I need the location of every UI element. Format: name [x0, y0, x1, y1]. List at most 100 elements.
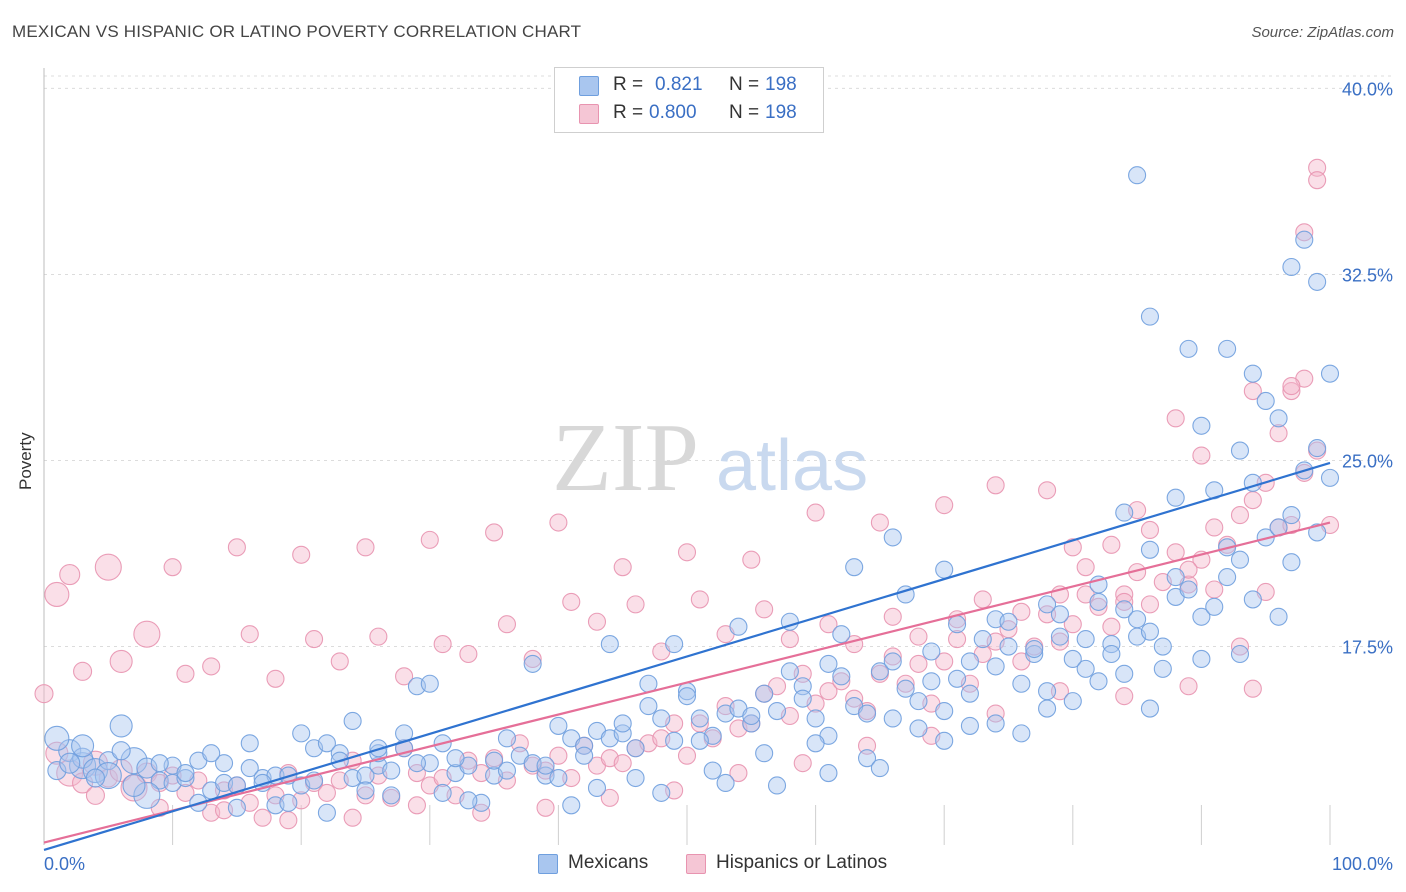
mexican-point: [1076, 630, 1095, 649]
hispanic-point: [1166, 543, 1185, 562]
hispanic-point: [459, 644, 478, 664]
legend-r-label: R =: [613, 102, 644, 123]
mexican-point: [883, 709, 902, 728]
hispanic-point: [806, 503, 825, 522]
mexican-point: [652, 783, 671, 802]
mexican-point: [883, 652, 902, 671]
hispanic-point: [1050, 632, 1069, 651]
hispanic-point: [536, 798, 555, 817]
mexican-point: [909, 692, 928, 711]
hispanic-point: [1205, 518, 1224, 537]
mexican-point: [999, 637, 1018, 656]
mexican-point: [407, 754, 426, 773]
mexican-point: [1115, 503, 1134, 522]
mexican-point: [1038, 699, 1057, 718]
hispanic-point: [677, 543, 697, 562]
mexican-point: [960, 716, 979, 735]
hispanic-point: [109, 649, 133, 673]
hispanic-point: [1076, 558, 1095, 577]
mexican-point: [806, 709, 825, 728]
mexican-point: [935, 560, 954, 579]
mexican-point: [652, 709, 671, 728]
y-tick-label: 25.0%: [1342, 452, 1393, 472]
tick-labels: 17.5% 25.0% 32.5% 40.0% 0.0% 100.0%: [44, 79, 1393, 874]
hispanic-point: [1102, 535, 1121, 554]
hispanic-point: [163, 558, 182, 577]
hispanic-point: [948, 630, 967, 649]
mexican-point: [1140, 540, 1160, 559]
mexican-point: [1128, 610, 1147, 629]
hispanic-point: [819, 682, 838, 701]
hispanic-point: [227, 538, 246, 557]
hispanic-point: [780, 630, 799, 649]
mexican-point: [703, 761, 722, 780]
mexican-point: [665, 635, 684, 654]
mexican-point: [356, 781, 375, 800]
mexican-point: [729, 617, 748, 636]
hispanic-point: [883, 647, 902, 666]
hispanic-point: [1192, 446, 1211, 465]
mexican-point: [677, 687, 697, 706]
mexican-point: [382, 786, 401, 805]
mexican-point: [690, 731, 709, 750]
legend-swatch-blue: [579, 76, 599, 96]
mexican-point: [986, 714, 1005, 733]
mexican-point: [497, 729, 517, 748]
mexican-point: [562, 796, 581, 815]
y-axis-label: Poverty: [16, 432, 35, 490]
bottom-legend-label: Hispanics or Latinos: [716, 852, 888, 873]
hispanic-point: [369, 627, 388, 646]
hispanic-point: [1063, 538, 1082, 557]
mexican-point: [1128, 166, 1147, 185]
hispanic-point: [85, 785, 105, 805]
mexican-point: [793, 677, 812, 696]
hispanic-point: [1243, 679, 1262, 698]
mexican-point: [1166, 568, 1185, 587]
bottom-legend-label: Mexicans: [568, 852, 649, 873]
mexican-point: [72, 747, 94, 769]
hispanic-point: [330, 652, 349, 671]
y-tick-label: 32.5%: [1342, 265, 1393, 285]
mexican-point: [202, 744, 221, 763]
hispanic-point: [1308, 171, 1327, 190]
mexican-point: [639, 697, 658, 716]
mexican-point: [960, 684, 979, 703]
mexican-point: [292, 724, 311, 743]
mexican-point: [111, 741, 131, 761]
legend-r-value: 0.821: [655, 74, 703, 95]
legend-r-value: 0.800: [649, 102, 697, 123]
mexican-point: [549, 716, 568, 735]
mexican-point: [1140, 699, 1160, 718]
mexican-point: [1038, 682, 1057, 701]
mexican-point: [845, 558, 864, 577]
mexican-point: [176, 764, 195, 783]
chart-title: MEXICAN VS HISPANIC OR LATINO POVERTY CO…: [12, 22, 582, 41]
hispanic-point: [935, 652, 954, 671]
hispanic-point: [857, 736, 877, 755]
mexican-point: [420, 754, 439, 773]
hispanic-point: [587, 612, 607, 631]
mexican-point: [1115, 600, 1134, 619]
hispanic-point: [1050, 682, 1069, 701]
mexican-point: [136, 757, 158, 779]
hispanic-point: [729, 764, 748, 783]
hispanic-point: [909, 627, 928, 646]
mexican-point: [767, 701, 787, 721]
mexican-point: [922, 642, 941, 661]
mexican-point: [71, 734, 95, 758]
mexican-point: [1230, 550, 1250, 569]
mexican-point: [1192, 416, 1211, 435]
hispanic-point: [793, 754, 812, 773]
hispanic-point: [407, 796, 426, 815]
legend-n-value: 198: [765, 102, 797, 123]
mexican-point: [1050, 605, 1069, 624]
mexican-point: [1063, 649, 1082, 669]
hispanic-point: [73, 661, 93, 681]
series-hispanic-points: [34, 158, 1340, 830]
mexican-point: [433, 783, 452, 802]
mexican-point: [1218, 568, 1237, 587]
mexican-point: [1320, 364, 1340, 383]
mexican-point: [1243, 590, 1262, 609]
mexican-point: [1012, 724, 1031, 743]
